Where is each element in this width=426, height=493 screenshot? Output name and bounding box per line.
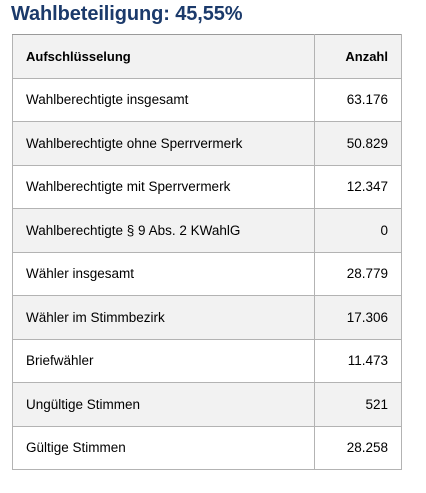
row-value: 28.779 (314, 251, 402, 296)
row-label: Wahlberechtigte § 9 Abs. 2 KWahlG (12, 208, 315, 253)
row-label: Wahlberechtigte mit Sperrvermerk (12, 164, 315, 209)
row-label: Wähler insgesamt (12, 251, 315, 296)
turnout-table: Aufschlüsselung Anzahl Wahlberechtigte i… (12, 34, 402, 470)
row-value: 11.473 (314, 338, 402, 383)
table-body: Wahlberechtigte insgesamt 63.176 Wahlber… (12, 77, 402, 470)
table-row: Gültige Stimmen 28.258 (12, 425, 402, 470)
table-row: Wähler insgesamt 28.779 (12, 251, 402, 296)
row-value: 28.258 (314, 425, 402, 470)
row-label: Ungültige Stimmen (12, 382, 315, 427)
row-label: Briefwähler (12, 338, 315, 383)
table-row: Ungültige Stimmen 521 (12, 382, 402, 427)
row-label: Wähler im Stimmbezirk (12, 295, 315, 340)
row-value: 50.829 (314, 121, 402, 166)
row-label: Gültige Stimmen (12, 425, 315, 470)
page-title: Wahlbeteiligung: 45,55% (11, 3, 243, 25)
table-row: Wahlberechtigte insgesamt 63.176 (12, 77, 402, 122)
row-label: Wahlberechtigte ohne Sperrvermerk (12, 121, 315, 166)
table-row: Wahlberechtigte § 9 Abs. 2 KWahlG 0 (12, 208, 402, 253)
column-header-count: Anzahl (314, 34, 402, 79)
row-value: 63.176 (314, 77, 402, 122)
table-row: Wähler im Stimmbezirk 17.306 (12, 295, 402, 340)
row-value: 521 (314, 382, 402, 427)
row-value: 0 (314, 208, 402, 253)
row-value: 12.347 (314, 164, 402, 209)
table-row: Wahlberechtigte mit Sperrvermerk 12.347 (12, 164, 402, 209)
header-row: Aufschlüsselung Anzahl (12, 34, 402, 79)
table-row: Briefwähler 11.473 (12, 338, 402, 383)
column-header-breakdown: Aufschlüsselung (12, 34, 315, 79)
row-value: 17.306 (314, 295, 402, 340)
table-header: Aufschlüsselung Anzahl (12, 34, 402, 79)
table-row: Wahlberechtigte ohne Sperrvermerk 50.829 (12, 121, 402, 166)
row-label: Wahlberechtigte insgesamt (12, 77, 315, 122)
